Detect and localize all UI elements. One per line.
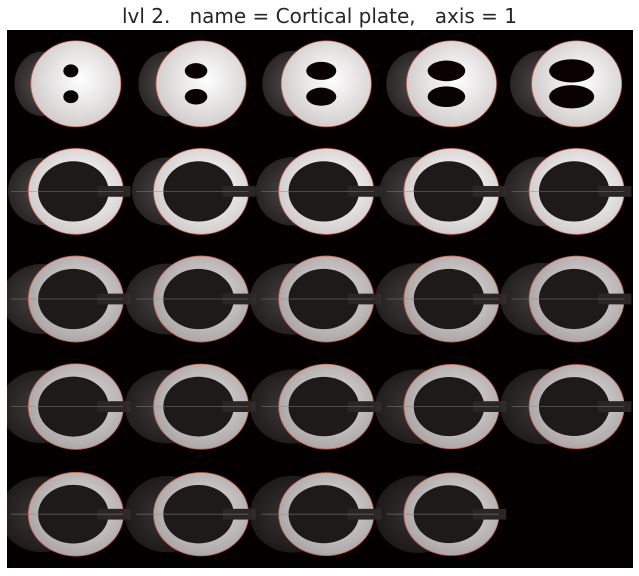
slice-panel	[7, 147, 131, 235]
slice-panel	[375, 255, 507, 343]
cortex-shape	[30, 40, 122, 128]
ventricle-lower	[427, 86, 466, 108]
ventricle-lower	[184, 88, 208, 105]
slice-panel	[249, 255, 381, 343]
slice-panel	[500, 255, 632, 343]
slice-panel	[375, 363, 507, 450]
slice-panel	[379, 147, 507, 235]
slice-panel	[386, 40, 497, 128]
slice-panel	[7, 471, 131, 557]
slice-panel	[249, 472, 381, 557]
slice-panel	[255, 147, 381, 235]
slice-panel	[131, 147, 256, 235]
slice-mosaic	[7, 30, 633, 568]
slice-panel	[125, 255, 256, 343]
ventricle-upper	[549, 59, 595, 83]
cortex-shape	[531, 40, 623, 128]
ventricle-upper	[63, 64, 79, 78]
slice-panel	[375, 472, 507, 556]
cortex-shape	[405, 40, 497, 128]
ventricle-upper	[427, 60, 466, 82]
cortex-shape	[155, 40, 247, 128]
cortex-shape	[280, 40, 372, 128]
slice-panel	[503, 147, 632, 235]
slice-panel	[262, 40, 372, 128]
slice-panel	[249, 363, 381, 450]
ventricle-upper	[306, 61, 337, 80]
slice-panel	[124, 363, 256, 450]
figure-title: lvl 2. name = Cortical plate, axis = 1	[122, 4, 517, 28]
ventricle-lower	[306, 87, 337, 106]
slice-grid	[7, 40, 632, 557]
slice-panel	[124, 472, 256, 557]
slice-panel	[7, 363, 131, 450]
slice-panel	[510, 40, 623, 128]
slice-panel	[138, 40, 247, 128]
slice-panel	[14, 40, 122, 128]
ventricle-upper	[184, 63, 208, 79]
slice-panel	[500, 364, 632, 450]
slice-panel	[7, 255, 131, 343]
ventricle-lower	[549, 85, 595, 109]
ventricle-lower	[63, 90, 79, 104]
